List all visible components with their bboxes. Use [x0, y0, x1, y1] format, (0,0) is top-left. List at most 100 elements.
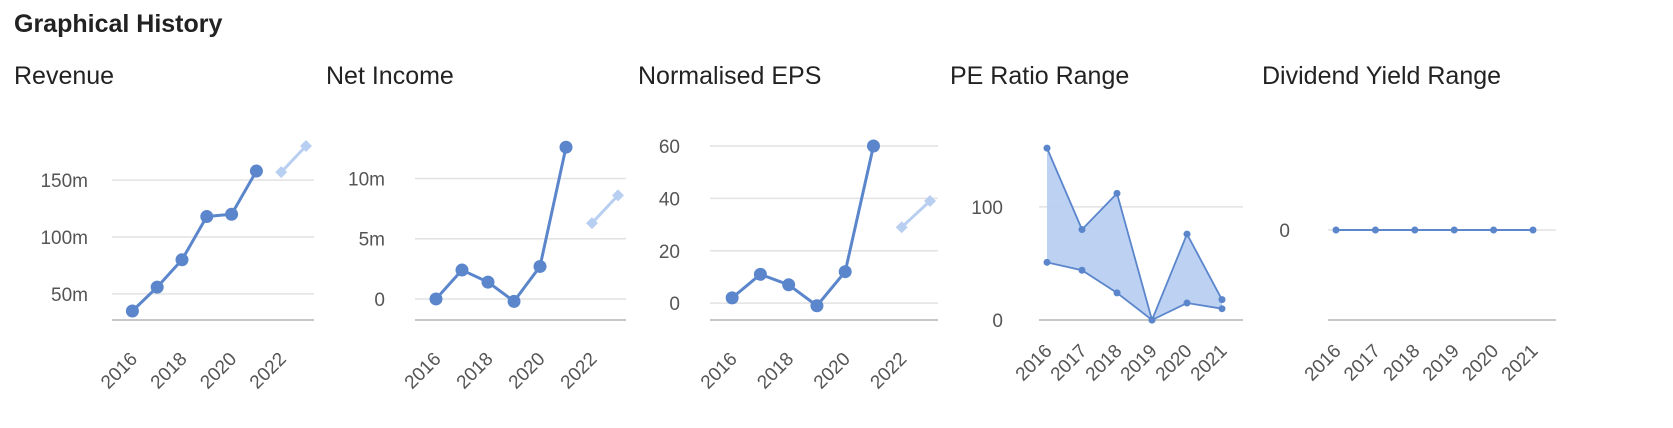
y-tick-label: 20	[659, 242, 680, 263]
data-point[interactable]	[175, 253, 189, 267]
range-area	[1047, 148, 1222, 320]
x-tick-label: 2019	[1117, 341, 1162, 386]
data-point[interactable]	[481, 275, 495, 289]
data-point[interactable]	[507, 294, 521, 308]
chart-normalised-eps: Normalised EPS 0 20 40 60 2016 2018 2020 2022	[638, 62, 938, 393]
series-line	[731, 145, 875, 308]
series-line	[131, 170, 258, 313]
chart-dividend-yield-range: Dividend Yield Range02016201720182019202…	[1262, 62, 1556, 385]
forecast-point[interactable]	[300, 140, 312, 152]
x-tick-label: 2016	[697, 349, 742, 394]
forecast-point[interactable]	[586, 217, 598, 230]
data-point[interactable]	[753, 267, 767, 281]
data-point[interactable]	[1332, 226, 1340, 234]
x-tick-label: 2020	[196, 349, 241, 394]
chart-title: PE Ratio Range	[950, 62, 1129, 90]
data-point[interactable]	[1371, 226, 1379, 234]
forecast-point[interactable]	[895, 221, 908, 234]
y-tick-label: 0	[992, 311, 1003, 332]
y-tick-label: 60	[659, 137, 680, 158]
forecast-line	[280, 144, 308, 174]
data-point[interactable]	[1411, 226, 1419, 234]
x-tick-label: 2021	[1187, 341, 1232, 386]
range-low-point[interactable]	[1183, 299, 1191, 307]
y-tick-label: 40	[659, 189, 680, 210]
y-tick-label: 0	[1279, 221, 1290, 242]
x-tick-label: 2016	[401, 349, 446, 394]
chart-title: Normalised EPS	[638, 62, 821, 90]
y-tick-label: 100	[971, 198, 1003, 219]
y-tick-label: 10m	[348, 170, 385, 191]
y-tick-label: 5m	[359, 230, 385, 251]
x-tick-label: 2018	[1082, 341, 1127, 386]
forecast-line	[900, 199, 932, 229]
chart-pe-ratio-range: PE Ratio Range 0 100 2016201720182019202020…	[950, 62, 1243, 385]
x-tick-label: 2018	[147, 349, 192, 394]
range-high-point[interactable]	[1113, 189, 1121, 197]
data-point[interactable]	[225, 207, 239, 221]
data-point[interactable]	[125, 304, 139, 318]
data-point[interactable]	[1529, 226, 1537, 234]
data-point[interactable]	[559, 140, 573, 154]
data-point[interactable]	[533, 259, 547, 273]
chart-title: Net Income	[326, 62, 454, 90]
chart-title: Revenue	[14, 62, 114, 90]
range-low-point[interactable]	[1218, 305, 1226, 313]
x-tick-label: 2021	[1498, 341, 1543, 386]
section-title: Graphical History	[14, 10, 223, 38]
y-tick-label: 0	[669, 294, 680, 315]
range-low-point[interactable]	[1113, 289, 1121, 297]
series-line	[434, 146, 568, 303]
chart-net-income: Net Income 0 5m 10m 2016 2018 2020 2022	[326, 62, 626, 393]
x-tick-label: 2022	[867, 349, 912, 394]
range-high-point[interactable]	[1043, 144, 1051, 152]
range-low-point[interactable]	[1148, 316, 1156, 324]
data-point[interactable]	[150, 280, 164, 294]
data-point[interactable]	[810, 299, 824, 313]
range-high-line	[1046, 147, 1223, 323]
x-tick-label: 2022	[557, 349, 602, 394]
forecast-point[interactable]	[275, 166, 288, 179]
forecast-line	[590, 194, 620, 225]
range-high-point[interactable]	[1218, 296, 1226, 304]
data-point[interactable]	[1490, 226, 1498, 234]
x-tick-label: 2016	[1301, 341, 1346, 386]
x-tick-label: 2018	[1380, 341, 1425, 386]
x-tick-label: 2017	[1047, 341, 1092, 386]
forecast-point[interactable]	[612, 189, 624, 202]
chart-title: Dividend Yield Range	[1262, 62, 1501, 90]
x-tick-label: 2016	[97, 349, 142, 394]
x-tick-label: 2020	[1458, 341, 1503, 386]
x-tick-label: 2016	[1012, 341, 1057, 386]
x-tick-label: 2022	[246, 349, 291, 394]
forecast-point[interactable]	[924, 195, 936, 207]
y-tick-label: 100m	[40, 228, 88, 249]
data-point[interactable]	[429, 292, 443, 306]
data-point[interactable]	[782, 278, 796, 292]
range-low-line	[1046, 261, 1223, 322]
data-point[interactable]	[455, 263, 469, 277]
y-tick-label: 0	[374, 290, 385, 311]
range-high-point[interactable]	[1183, 230, 1191, 238]
y-tick-label: 150m	[40, 171, 88, 192]
data-point[interactable]	[200, 210, 214, 224]
x-tick-label: 2020	[810, 349, 855, 394]
chart-revenue: Revenue 50m 100m 150m 2016 2018 2020 2022	[14, 62, 314, 393]
x-tick-label: 2020	[1152, 341, 1197, 386]
data-point[interactable]	[725, 291, 739, 305]
data-point[interactable]	[838, 265, 852, 279]
x-tick-label: 2019	[1419, 341, 1464, 386]
x-tick-label: 2017	[1340, 341, 1385, 386]
data-point[interactable]	[1450, 226, 1458, 234]
range-high-point[interactable]	[1078, 226, 1086, 234]
range-low-point[interactable]	[1078, 266, 1086, 274]
x-tick-label: 2020	[505, 349, 550, 394]
x-tick-label: 2018	[453, 349, 498, 394]
range-low-point[interactable]	[1043, 258, 1051, 266]
x-tick-label: 2018	[753, 349, 798, 394]
data-point[interactable]	[866, 139, 880, 153]
y-tick-label: 50m	[51, 285, 88, 306]
data-point[interactable]	[249, 164, 263, 178]
